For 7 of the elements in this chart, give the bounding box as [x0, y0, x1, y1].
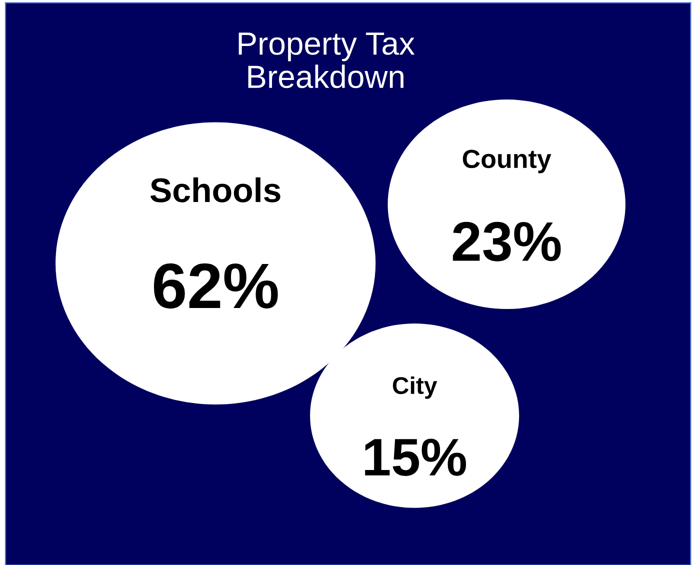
category-label: County: [462, 150, 552, 174]
data-label: 15%: [365, 438, 466, 476]
text: Property Tax Breakdown: [238, 32, 415, 88]
category-label: Schools: [150, 177, 280, 202]
category-label: City: [392, 376, 438, 399]
data-label: 23%: [452, 222, 561, 262]
data-label: 62%: [154, 263, 278, 309]
